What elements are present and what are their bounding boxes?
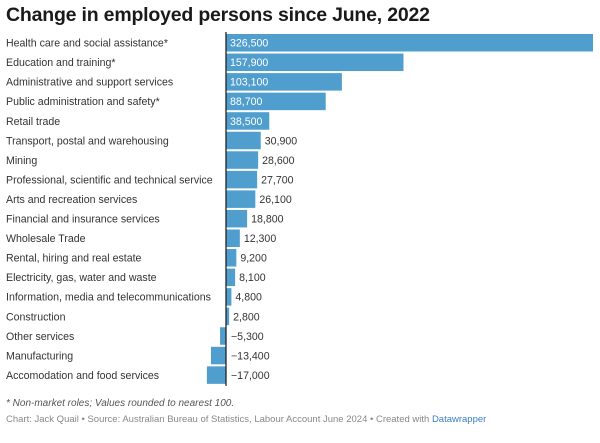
value-label: 2,800 bbox=[233, 311, 260, 323]
value-label: 12,300 bbox=[244, 233, 277, 245]
chart-credits: Chart: Jack Quail • Source: Australian B… bbox=[6, 414, 486, 425]
value-label: 28,600 bbox=[262, 155, 295, 167]
category-label: Accomodation and food services bbox=[6, 370, 159, 382]
bar bbox=[226, 112, 270, 130]
category-label: Wholesale Trade bbox=[6, 233, 86, 245]
datawrapper-link[interactable]: Datawrapper bbox=[431, 414, 487, 425]
value-label: 38,500 bbox=[230, 116, 263, 128]
category-label: Health care and social assistance* bbox=[6, 38, 168, 50]
bar bbox=[226, 92, 326, 111]
bar bbox=[206, 366, 226, 384]
bar bbox=[226, 170, 258, 189]
bar bbox=[210, 346, 226, 365]
value-label: 326,500 bbox=[230, 38, 268, 50]
category-label: Public administration and safety* bbox=[6, 96, 160, 108]
category-label: Transport, postal and warehousing bbox=[6, 135, 169, 147]
credits-text: Chart: Jack Quail • Source: Australian B… bbox=[6, 414, 432, 425]
category-label: Professional, scientific and technical s… bbox=[6, 174, 213, 186]
value-label: 4,800 bbox=[235, 292, 262, 304]
bar bbox=[226, 307, 230, 326]
bar bbox=[226, 151, 259, 169]
value-label: 30,900 bbox=[265, 135, 298, 147]
value-label: 18,800 bbox=[251, 214, 284, 226]
value-label: 9,200 bbox=[240, 253, 267, 265]
bar bbox=[226, 288, 232, 306]
value-label: 27,700 bbox=[261, 174, 294, 186]
chart-footnote: * Non-market roles; Values rounded to ne… bbox=[6, 398, 235, 409]
category-label: Construction bbox=[6, 311, 66, 323]
category-label: Administrative and support services bbox=[6, 77, 173, 89]
bar bbox=[226, 131, 261, 150]
value-label: 26,100 bbox=[259, 194, 292, 206]
category-label: Information, media and telecommunication… bbox=[6, 292, 211, 304]
value-label: 8,100 bbox=[239, 272, 266, 284]
category-label: Education and training* bbox=[6, 57, 116, 69]
value-label: 157,900 bbox=[230, 57, 268, 69]
value-label: −5,300 bbox=[231, 331, 264, 343]
category-label: Mining bbox=[6, 155, 37, 167]
category-label: Financial and insurance services bbox=[6, 214, 160, 226]
value-label: 88,700 bbox=[230, 96, 263, 108]
bar bbox=[226, 53, 404, 72]
category-label: Rental, hiring and real estate bbox=[6, 253, 142, 265]
category-label: Other services bbox=[6, 331, 74, 343]
value-label: 103,100 bbox=[230, 77, 268, 89]
category-label: Retail trade bbox=[6, 116, 60, 128]
category-label: Electricity, gas, water and waste bbox=[6, 272, 157, 284]
bar bbox=[226, 190, 256, 208]
bar bbox=[226, 268, 236, 287]
bar bbox=[226, 34, 593, 52]
bar bbox=[226, 249, 237, 267]
bar bbox=[220, 327, 226, 345]
bar bbox=[226, 73, 342, 91]
category-label: Arts and recreation services bbox=[6, 194, 137, 206]
category-label: Manufacturing bbox=[6, 350, 73, 362]
bar bbox=[226, 209, 248, 228]
bar bbox=[226, 229, 240, 247]
bar-chart: Health care and social assistance* 326,50… bbox=[6, 32, 593, 386]
chart-title: Change in employed persons since June, 2… bbox=[6, 4, 430, 26]
value-label: −13,400 bbox=[231, 350, 270, 362]
value-label: −17,000 bbox=[231, 370, 270, 382]
